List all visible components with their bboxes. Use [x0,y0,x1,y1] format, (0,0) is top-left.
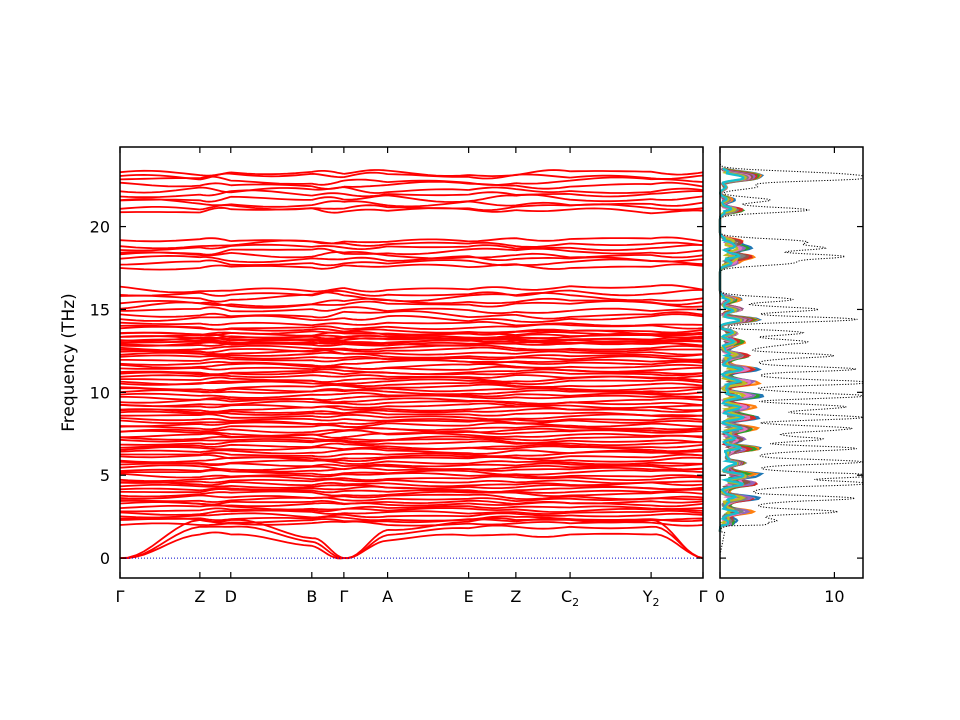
band-line [119,472,704,479]
x-tick-label: Γ [339,587,348,606]
band-line [119,438,704,444]
y-tick-label: 5 [100,466,110,485]
band-line [119,169,704,178]
band-lines [119,169,704,560]
dos-lines [718,151,864,575]
band-line [119,236,704,245]
band-line [119,284,704,294]
x-tick-label: A [382,587,393,606]
band-plot-ticks: 0 5 10 15 20 Γ Z D B Γ A E Z C2 Y2 Γ [90,147,708,609]
x-tick-label: D [225,587,237,606]
band-line [120,507,704,513]
band-line [119,453,704,461]
band-line [119,447,704,455]
x-tick-label: Γ [699,587,708,606]
band-line [119,509,704,516]
band-line [119,520,704,527]
band-line [119,512,704,519]
x-tick-label: Z [194,587,205,606]
band-line [120,531,704,560]
x-tick-label: Z [510,587,521,606]
band-line [119,400,704,407]
dos-x-tick-label: 10 [824,587,844,606]
band-line [119,186,704,194]
band-line [120,413,704,421]
band-line [119,392,704,399]
band-line [119,442,704,450]
dos-plot: 0 10 [715,146,864,606]
band-line [119,354,704,361]
y-tick-label: 0 [100,549,110,568]
band-line [119,320,704,327]
band-line [119,344,704,352]
dos-x-tick-label: 0 [715,587,725,606]
x-tick-label: C2 [561,587,579,609]
band-line [120,524,704,560]
band-line [119,332,704,340]
x-tick-label: Y2 [642,587,660,609]
band-line [119,263,704,271]
y-axis-label: Frequency (THz) [59,293,79,432]
y-tick-label: 10 [90,383,110,402]
band-line [119,193,704,203]
band-line [119,456,704,464]
band-line [119,493,704,501]
y-tick-label: 20 [90,218,110,237]
band-line [119,434,704,442]
x-tick-label: B [306,587,317,606]
dos-plot-frame [719,146,864,579]
x-tick-label: Γ [116,587,125,606]
y-tick-label: 15 [90,300,110,319]
band-line [119,359,704,367]
band-line [119,289,703,297]
dos-plot-ticks: 0 10 [715,147,863,606]
band-line [119,243,704,252]
band-structure-plot: 0 5 10 15 20 Γ Z D B Γ A E Z C2 Y2 Γ Frequency (THz) [59,146,708,609]
band-line [119,475,704,482]
band-plot-frame [119,146,704,579]
band-line [119,189,704,199]
band-line [119,310,704,320]
x-tick-label: E [464,587,474,606]
band-line [119,483,704,491]
band-line [119,313,704,324]
band-line [119,419,704,425]
band-line [119,175,704,186]
band-line [119,306,704,315]
band-line [119,258,704,267]
